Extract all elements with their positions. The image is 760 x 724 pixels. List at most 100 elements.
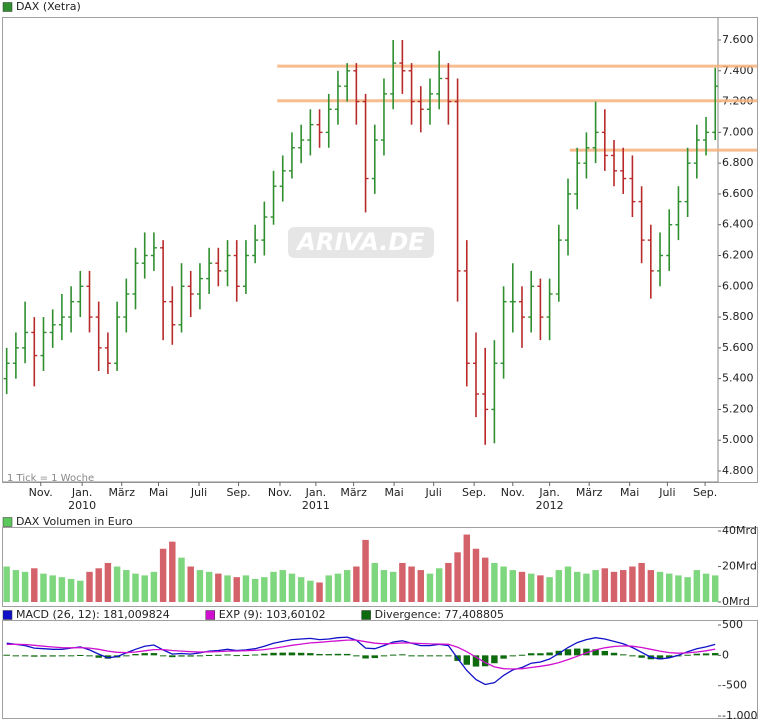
volume-bar: [150, 571, 158, 603]
ohlc-bar: [3, 347, 10, 395]
divergence-bar: [610, 652, 618, 656]
volume-bar: [343, 570, 351, 603]
divergence-bar: [77, 654, 84, 656]
volume-bar: [509, 570, 517, 603]
divergence-bar: [325, 654, 332, 656]
x-tick-label: Sep.: [462, 486, 486, 499]
divergence-bar: [123, 655, 130, 657]
ohlc-bar: [675, 186, 682, 241]
y-tick-label: 40Mrd: [722, 524, 757, 537]
x-tick-label: Juli: [658, 486, 675, 499]
volume-bar: [288, 573, 296, 603]
volume-bar: [362, 539, 369, 603]
ohlc-bar: [31, 317, 38, 387]
ohlc-bar: [546, 278, 553, 341]
volume-bar: [95, 568, 102, 603]
volume-bar: [178, 557, 185, 603]
ohlc-bar: [417, 86, 424, 133]
ohlc-bar: [12, 332, 19, 379]
volume-bar: [169, 541, 176, 603]
divergence-bar: [629, 655, 636, 657]
volume-bar: [564, 566, 572, 603]
volume-bar: [472, 548, 480, 603]
volume-bar: [132, 573, 139, 603]
divergence-bar: [233, 655, 240, 657]
ohlc-bar: [334, 70, 341, 125]
volume-bar: [500, 566, 507, 603]
volume-bar: [518, 571, 526, 603]
legend-swatch: [2, 2, 13, 12]
divergence-bar: [288, 652, 296, 656]
volume-bar: [297, 577, 305, 603]
x-tick-label: März: [576, 486, 603, 499]
y-tick-label: 7.600: [722, 33, 754, 46]
year-label: 2010: [68, 499, 96, 512]
ohlc-bar: [325, 93, 332, 148]
divergence-bar: [251, 654, 259, 656]
divergence-bar: [380, 655, 388, 657]
ohlc-bar: [565, 178, 572, 256]
volume-bar: [408, 566, 415, 603]
ohlc-bar: [316, 109, 323, 148]
volume-panel-frame: [2, 527, 758, 607]
divergence-bar: [150, 653, 158, 656]
ohlc-bar: [196, 263, 203, 310]
divergence-bar: [435, 655, 443, 657]
divergence-bar: [215, 654, 222, 656]
ohlc-bar: [509, 263, 516, 333]
ohlc-bar: [22, 301, 29, 364]
divergence-bar: [242, 654, 250, 656]
y-tick-label: 6.400: [722, 218, 754, 231]
ohlc-bar: [353, 63, 360, 125]
y-tick-label: 5.200: [722, 402, 754, 415]
legend-label: DAX (Xetra): [16, 0, 81, 13]
ohlc-bar: [123, 278, 130, 333]
ohlc-bar: [583, 132, 590, 179]
divergence-bar: [500, 655, 507, 659]
divergence-bar: [279, 652, 286, 656]
ohlc-bar: [693, 124, 700, 179]
volume-bar: [445, 562, 452, 603]
volume-bar: [21, 571, 29, 603]
ohlc-bar: [141, 232, 148, 279]
ohlc-bar: [592, 101, 599, 164]
divergence-bar: [169, 655, 176, 658]
x-tick-label: Nov.: [268, 486, 292, 499]
ohlc-bar: [528, 270, 535, 333]
divergence-bar: [399, 654, 406, 656]
x-tick-label: März: [108, 486, 135, 499]
y-tick-label: 20Mrd: [722, 560, 757, 573]
divergence-bar: [307, 653, 314, 656]
ohlc-bar: [657, 232, 664, 287]
divergence-bar: [389, 654, 397, 656]
ohlc-bar: [647, 224, 654, 299]
y-tick-label: -500: [722, 679, 747, 692]
volume-bar: [353, 566, 360, 603]
y-tick-label: 5.000: [722, 433, 754, 446]
ohlc-bar: [482, 347, 489, 445]
volume-bar: [712, 575, 719, 603]
ohlc-bar: [95, 301, 102, 371]
legend-swatch: [2, 610, 13, 620]
volume-bar: [491, 562, 498, 603]
ohlc-bar: [344, 63, 351, 102]
divergence-bar: [592, 649, 599, 656]
divergence-bar: [638, 655, 645, 658]
ohlc-bar: [68, 286, 75, 333]
divergence-bar: [426, 655, 434, 657]
volume-bar: [224, 575, 231, 603]
divergence-bar: [527, 653, 535, 656]
y-tick-label: 0Mrd: [722, 595, 750, 608]
y-tick-label: 7.000: [722, 125, 754, 138]
ohlc-bar: [307, 109, 314, 156]
ohlc-bar: [601, 109, 608, 171]
ohlc-bar: [150, 232, 157, 271]
volume-bar: [666, 573, 673, 603]
y-tick-label: 6.600: [722, 187, 754, 200]
volume-bar: [123, 570, 130, 603]
ohlc-bar: [408, 63, 415, 125]
ohlc-bar: [380, 78, 387, 156]
volume-bar: [58, 577, 66, 603]
ohlc-bar: [620, 147, 627, 194]
volume-bar: [702, 573, 710, 603]
